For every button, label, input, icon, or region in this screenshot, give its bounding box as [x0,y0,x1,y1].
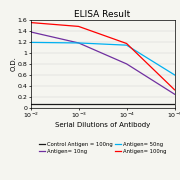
Control Antigen = 100ng [162,103,164,105]
X-axis label: Serial Dilutions of Antibody: Serial Dilutions of Antibody [55,122,150,128]
Antigen= 10ng [166,89,168,91]
Control Antigen = 100ng [57,103,59,105]
Line: Antigen= 100ng: Antigen= 100ng [31,22,175,90]
Antigen= 100ng [174,89,176,91]
Antigen= 100ng [30,21,32,24]
Antigen= 10ng [57,37,59,39]
Antigen= 10ng [104,53,106,55]
Antigen= 10ng [174,93,176,95]
Antigen= 100ng [63,24,65,26]
Antigen= 50ng [166,69,168,71]
Line: Antigen= 10ng: Antigen= 10ng [31,32,175,94]
Control Antigen = 100ng [63,103,65,105]
Title: ELISA Result: ELISA Result [75,10,131,19]
Antigen= 10ng [162,86,164,88]
Control Antigen = 100ng [174,103,176,105]
Antigen= 100ng [166,82,168,84]
Antigen= 50ng [162,67,164,69]
Antigen= 10ng [63,39,65,41]
Antigen= 50ng [174,74,176,76]
Antigen= 50ng [104,43,106,45]
Antigen= 100ng [162,78,164,80]
Line: Antigen= 50ng: Antigen= 50ng [31,42,175,75]
Antigen= 100ng [115,39,118,41]
Control Antigen = 100ng [166,103,168,105]
Antigen= 50ng [30,41,32,44]
Antigen= 10ng [30,31,32,33]
Legend: Control Antigen = 100ng, Antigen= 10ng, Antigen= 50ng, Antigen= 100ng: Control Antigen = 100ng, Antigen= 10ng, … [39,141,167,154]
Antigen= 50ng [115,44,118,46]
Antigen= 100ng [57,24,59,26]
Control Antigen = 100ng [104,103,106,105]
Antigen= 100ng [104,35,106,37]
Antigen= 10ng [115,58,118,60]
Antigen= 50ng [57,42,59,44]
Control Antigen = 100ng [30,103,32,105]
Antigen= 50ng [63,42,65,44]
Control Antigen = 100ng [115,103,118,105]
Y-axis label: O.D.: O.D. [10,57,16,71]
